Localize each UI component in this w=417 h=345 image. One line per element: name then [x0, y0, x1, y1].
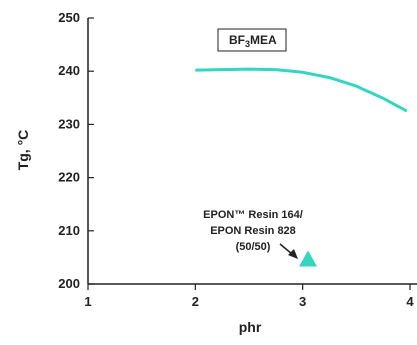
series-layer: [195, 67, 408, 267]
y-tick-label: 210: [58, 223, 80, 238]
annotation-arrowhead: [288, 249, 298, 259]
annotation-arrow: [279, 243, 293, 255]
y-tick-label: 200: [58, 276, 80, 291]
y-tick-label: 230: [58, 116, 80, 131]
x-axis-title: phr: [239, 319, 262, 335]
legend-box-label-subscript: 3: [245, 39, 250, 49]
legend-box-label: BF3MEA: [229, 33, 277, 49]
legend-box-border: [217, 28, 287, 52]
annotation-line-2: EPON Resin 828: [210, 225, 296, 237]
annotation-line-1: EPON™ Resin 164/: [203, 209, 303, 221]
legend-box-label-tail: MEA: [250, 33, 277, 47]
x-tick-label: 4: [406, 294, 414, 309]
y-tick-label: 220: [58, 170, 80, 185]
triangle-data-point: [299, 250, 318, 267]
annotation: EPON™ Resin 164/ EPON Resin 828 (50/50): [203, 209, 303, 259]
y-tick-label: 240: [58, 63, 80, 78]
legend-box-label-main: BF: [229, 33, 245, 47]
axes: [87, 17, 417, 290]
x-tick-label: 2: [192, 294, 199, 309]
tick-labels: 200 210 220 230 240 250 1 2 3 4: [58, 10, 414, 309]
x-tick-label: 1: [84, 294, 91, 309]
y-tick-label: 250: [58, 10, 80, 25]
x-tick-label: 3: [299, 294, 306, 309]
series-line: [195, 67, 408, 113]
annotation-line-3: (50/50): [236, 241, 271, 253]
y-axis-title: Tg, °C: [15, 130, 31, 171]
legend-box: BF3MEA: [217, 28, 287, 52]
